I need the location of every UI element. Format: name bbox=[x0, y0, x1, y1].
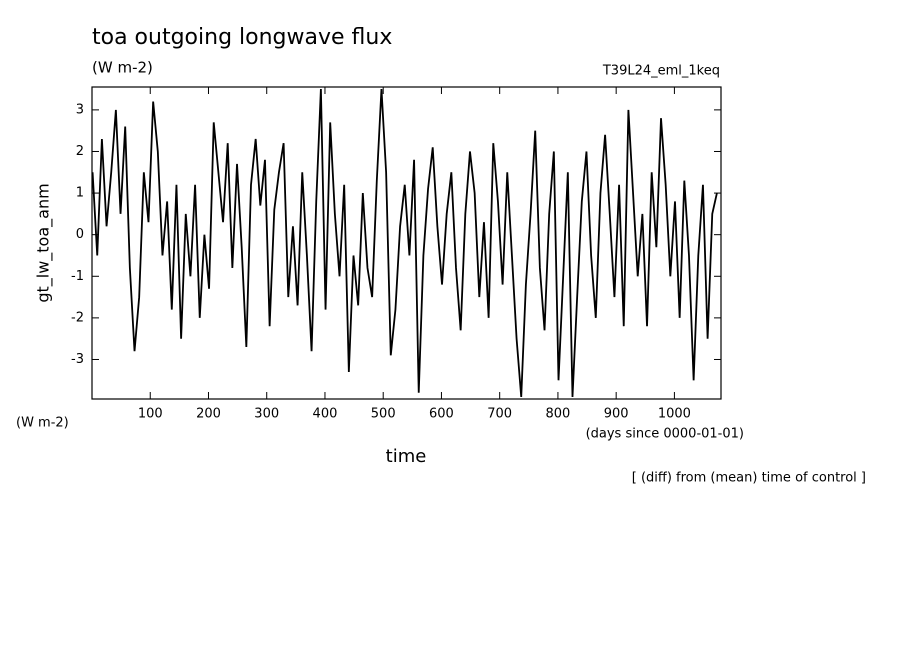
y-tick-label: 1 bbox=[76, 186, 84, 201]
x-tick-label: 400 bbox=[313, 407, 338, 422]
note: [ (diff) from (mean) time of control ] bbox=[632, 471, 866, 486]
x-units: (days since 0000-01-01) bbox=[586, 427, 744, 442]
x-tick-label: 1000 bbox=[658, 407, 691, 422]
x-tick-label: 800 bbox=[546, 407, 571, 422]
x-tick-label: 200 bbox=[196, 407, 221, 422]
x-axis-label: time bbox=[386, 446, 427, 467]
y-tick-label: -1 bbox=[71, 269, 84, 284]
x-tick-label: 600 bbox=[429, 407, 454, 422]
x-tick-label: 700 bbox=[487, 407, 512, 422]
chart-title: toa outgoing longwave flux bbox=[92, 25, 392, 50]
y-tick-label: 0 bbox=[76, 227, 84, 242]
units: (W m-2) bbox=[92, 59, 153, 77]
plot-frame bbox=[91, 86, 722, 400]
y-tick-label: 3 bbox=[76, 102, 84, 117]
data-line bbox=[92, 89, 718, 397]
y-tick-label: 2 bbox=[76, 144, 84, 159]
y-axis-label: gt_lw_toa_anm bbox=[34, 183, 54, 302]
x-tick-label: 500 bbox=[371, 407, 396, 422]
y-tick-label: -2 bbox=[71, 310, 84, 325]
y-units: (W m-2) bbox=[16, 416, 69, 431]
run-label: T39L24_eml_1keq bbox=[602, 64, 720, 79]
x-tick-label: 900 bbox=[604, 407, 629, 422]
x-tick-label: 300 bbox=[254, 407, 279, 422]
x-tick-label: 100 bbox=[138, 407, 163, 422]
y-tick-label: -3 bbox=[71, 352, 84, 367]
